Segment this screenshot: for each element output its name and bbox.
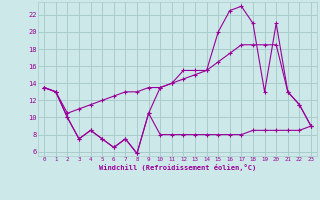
X-axis label: Windchill (Refroidissement éolien,°C): Windchill (Refroidissement éolien,°C)	[99, 164, 256, 171]
